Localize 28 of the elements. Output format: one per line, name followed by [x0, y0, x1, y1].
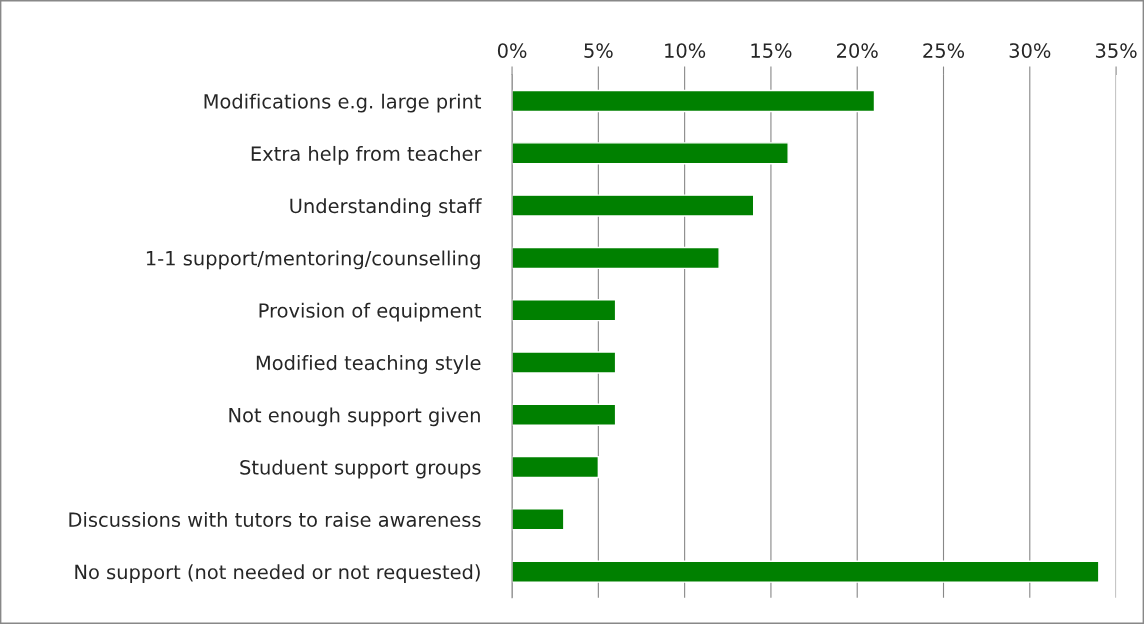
x-tick-label: 25%	[923, 43, 965, 58]
bar	[512, 299, 617, 322]
y-tick-label: Modifications e.g. large print	[204, 93, 482, 113]
y-tick-label: Extra help from teacher	[251, 145, 482, 165]
y-tick-label: No support (not needed or not requested)	[75, 564, 480, 584]
y-tick-label: 1-1 support/mentoring/counselling	[146, 250, 480, 270]
x-tick-label: 5%	[584, 43, 613, 58]
x-tick-label: 15%	[751, 43, 792, 58]
bar	[512, 89, 876, 113]
x-tick-label: 30%	[1009, 43, 1051, 58]
y-tick-label: Not enough support given	[229, 407, 480, 427]
x-tick-label: 10%	[665, 43, 706, 58]
y-tick-label: Provision of equipment	[259, 302, 482, 322]
y-tick-label: Understanding staff	[290, 198, 482, 218]
y-tick-label: Studuent support groups	[240, 459, 481, 479]
y-tick-label: Discussions with tutors to raise awareness	[69, 511, 481, 528]
bar	[512, 560, 1100, 583]
x-tick-label: 0%	[497, 43, 527, 58]
bar	[512, 142, 789, 165]
bar	[512, 351, 617, 374]
x-tick-label: 35%	[1095, 43, 1137, 58]
y-tick-label: Modified teaching style	[256, 355, 481, 374]
bar	[512, 508, 565, 531]
bar	[512, 455, 600, 479]
x-tick-label: 20%	[837, 43, 878, 58]
bar	[512, 246, 720, 270]
bar	[512, 194, 755, 217]
bar	[512, 403, 617, 426]
